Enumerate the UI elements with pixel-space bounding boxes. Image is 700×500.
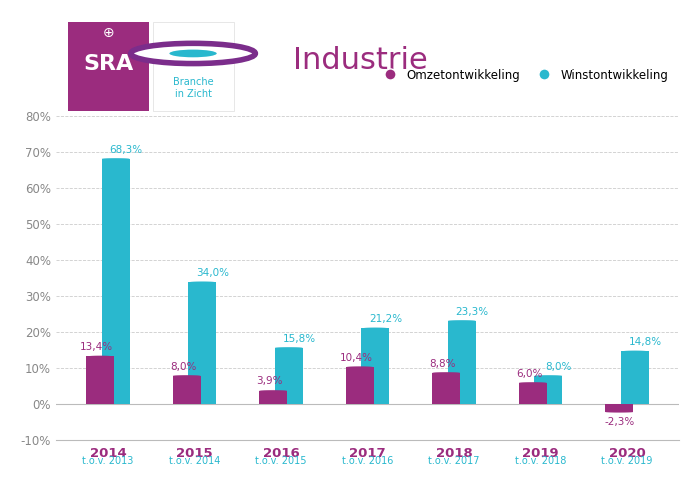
Text: 15,8%: 15,8% [283, 334, 316, 344]
Bar [173, 376, 200, 404]
Polygon shape [433, 372, 460, 373]
Text: 2016: 2016 [262, 447, 300, 460]
Text: ⊕: ⊕ [103, 26, 115, 40]
Text: 2019: 2019 [522, 447, 559, 460]
Circle shape [131, 44, 256, 64]
Polygon shape [535, 375, 562, 376]
FancyBboxPatch shape [153, 22, 234, 111]
Text: 14,8%: 14,8% [629, 337, 662, 347]
Polygon shape [102, 158, 130, 159]
Polygon shape [606, 412, 633, 413]
Bar [433, 373, 460, 404]
Polygon shape [173, 375, 200, 376]
Text: 10,4%: 10,4% [340, 353, 373, 363]
Polygon shape [346, 366, 374, 367]
Bar [621, 352, 649, 404]
Polygon shape [621, 351, 649, 352]
Polygon shape [519, 382, 547, 383]
Polygon shape [535, 375, 562, 376]
Text: 8,8%: 8,8% [430, 359, 456, 369]
Text: 2020: 2020 [609, 447, 645, 460]
Text: 6,0%: 6,0% [516, 369, 542, 379]
Text: t.o.v. 2017: t.o.v. 2017 [428, 456, 480, 466]
Polygon shape [606, 404, 633, 412]
Text: 8,0%: 8,0% [170, 362, 197, 372]
Polygon shape [275, 347, 302, 348]
Text: 3,9%: 3,9% [256, 376, 283, 386]
Bar [102, 159, 130, 404]
Bar [535, 376, 562, 404]
Text: SRA: SRA [84, 54, 134, 74]
Bar [346, 367, 374, 404]
Polygon shape [448, 320, 476, 321]
Text: 2015: 2015 [176, 447, 213, 460]
Polygon shape [346, 366, 374, 367]
Text: 34,0%: 34,0% [196, 268, 229, 278]
Text: t.o.v. 2013: t.o.v. 2013 [82, 456, 134, 466]
Polygon shape [173, 375, 200, 376]
Text: t.o.v. 2015: t.o.v. 2015 [256, 456, 307, 466]
Text: 2017: 2017 [349, 447, 386, 460]
Text: 2018: 2018 [435, 447, 472, 460]
Text: 2014: 2014 [90, 447, 126, 460]
Bar [86, 356, 114, 404]
Circle shape [169, 50, 217, 58]
FancyBboxPatch shape [69, 22, 150, 111]
Bar [606, 404, 633, 412]
Bar [519, 383, 547, 404]
Polygon shape [102, 158, 130, 159]
Text: t.o.v. 2016: t.o.v. 2016 [342, 456, 393, 466]
Polygon shape [519, 382, 547, 383]
Text: 13,4%: 13,4% [80, 342, 113, 352]
Polygon shape [275, 347, 302, 348]
Bar [259, 390, 287, 404]
Text: Branche
in Zicht: Branche in Zicht [173, 76, 214, 99]
Bar [188, 282, 216, 404]
Polygon shape [433, 372, 460, 373]
Text: Industrie: Industrie [293, 46, 428, 75]
Text: 8,0%: 8,0% [545, 362, 572, 372]
Text: t.o.v. 2019: t.o.v. 2019 [601, 456, 653, 466]
Text: t.o.v. 2018: t.o.v. 2018 [515, 456, 566, 466]
Bar [361, 328, 389, 404]
Text: 23,3%: 23,3% [456, 306, 489, 316]
Text: 21,2%: 21,2% [369, 314, 402, 324]
Text: -2,3%: -2,3% [604, 416, 634, 426]
Bar [448, 321, 476, 404]
Polygon shape [448, 320, 476, 321]
Polygon shape [621, 351, 649, 352]
Text: t.o.v. 2014: t.o.v. 2014 [169, 456, 220, 466]
Bar [275, 348, 302, 404]
Legend: Omzetontwikkeling, Winstontwikkeling: Omzetontwikkeling, Winstontwikkeling [374, 64, 673, 86]
Text: 68,3%: 68,3% [109, 144, 143, 154]
